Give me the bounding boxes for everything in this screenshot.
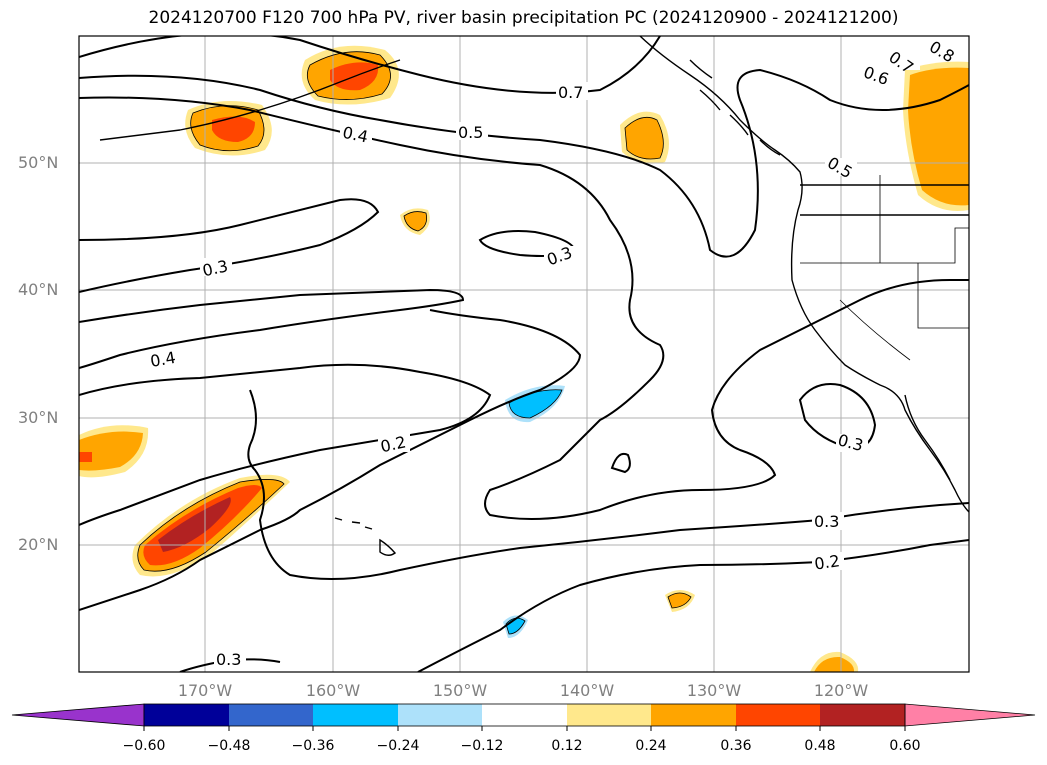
colorbar-tick-label: 0.48	[804, 738, 836, 754]
precip-blob	[668, 593, 691, 608]
colorbar-tick-label: 0.60	[889, 738, 921, 754]
lat-label-50n: 50°N	[18, 153, 59, 172]
lon-label-170w: 170°W	[177, 681, 233, 700]
plot-frame	[78, 35, 970, 673]
precip-blob	[404, 211, 427, 231]
colorbar-tick-label: 0.36	[720, 738, 752, 754]
contour-label-layer: 0.8 0.7 0.6 0.7 0.5 0.4 0.5 0.3 0.3 0.4 …	[148, 37, 958, 669]
lat-label-30n: 30°N	[18, 408, 59, 427]
lon-label-140w: 140°W	[559, 681, 615, 700]
contour-label: 0.4	[341, 123, 370, 147]
lon-label-150w: 150°W	[432, 681, 488, 700]
contour-label: 0.5	[458, 123, 483, 142]
coastlines	[99, 36, 969, 556]
gridlines	[79, 36, 969, 672]
colorbar-swatch	[567, 704, 651, 726]
precip-outlines	[137, 51, 692, 635]
lon-label-120w: 120°W	[813, 681, 869, 700]
colorbar-tick-label: −0.12	[460, 738, 504, 754]
colorbar-swatch	[736, 704, 820, 726]
colorbar-swatch	[820, 704, 905, 726]
colorbar-tick-label: 0.12	[551, 738, 583, 754]
contour-label: 0.7	[558, 83, 583, 102]
colorbar-extend-max	[904, 703, 1036, 727]
contour-label: 0.3	[201, 256, 230, 280]
colorbar-swatch	[313, 704, 398, 726]
lat-label-40n: 40°N	[18, 280, 59, 299]
contour-label: 0.2	[379, 432, 408, 456]
colorbar-tick-label: −0.24	[376, 738, 420, 754]
precip-blob	[814, 656, 855, 672]
precip-blob	[79, 431, 143, 471]
colorbar-tick-label: −0.48	[207, 738, 251, 754]
contour-label: 0.3	[814, 512, 839, 531]
contour-label: 0.5	[824, 153, 856, 182]
precip-blob	[625, 117, 664, 159]
map-title: 2024120700 F120 700 hPa PV, river basin …	[148, 8, 899, 28]
colorbar-swatch	[229, 704, 313, 726]
contour-label: 0.3	[216, 650, 241, 669]
lat-label-20n: 20°N	[18, 535, 59, 554]
lon-label-130w: 130°W	[686, 681, 742, 700]
colorbar-swatch	[482, 704, 567, 726]
colorbar-swatch	[144, 704, 229, 726]
contour-label: 0.2	[813, 551, 841, 573]
precip-blob	[212, 116, 255, 142]
lon-label-160w: 160°W	[305, 681, 361, 700]
pv-contours	[79, 36, 969, 672]
colorbar-swatch	[651, 704, 736, 726]
colorbar-swatch	[398, 704, 482, 726]
colorbar-tick-label: −0.36	[291, 738, 335, 754]
colorbar-extend-min	[11, 703, 145, 727]
precip-blob	[158, 497, 231, 552]
colorbar	[11, 703, 1036, 731]
precip-blob	[908, 67, 969, 206]
colorbar-tick-label: −0.60	[122, 738, 166, 754]
contour-label: 0.4	[149, 348, 177, 371]
precip-blob	[79, 452, 92, 462]
colorbar-tick-label: 0.24	[635, 738, 667, 754]
